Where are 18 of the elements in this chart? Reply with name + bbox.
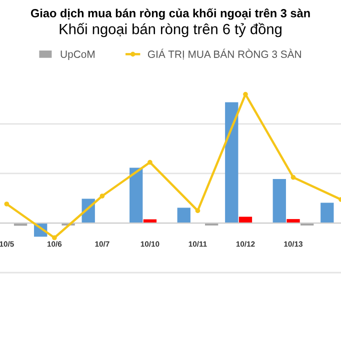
point bbox=[4, 202, 10, 206]
bar bbox=[14, 223, 28, 226]
bar bbox=[130, 168, 143, 224]
bar bbox=[225, 102, 238, 224]
legend-label: GIÁ TRỊ MUA BÁN RÒNG 3 SÀN bbox=[148, 48, 301, 60]
point bbox=[148, 160, 152, 165]
bar bbox=[286, 219, 300, 224]
point bbox=[290, 174, 296, 180]
bar bbox=[272, 179, 286, 224]
bar bbox=[177, 208, 190, 224]
legend-label: UpCoM bbox=[60, 50, 94, 60]
bar bbox=[320, 202, 334, 224]
point bbox=[100, 194, 105, 198]
chart-subtitle: Khối ngoại bán ròng trên 6 tỷ đồng bbox=[60, 22, 282, 38]
bar bbox=[238, 216, 252, 224]
chart-title: Giao dịch mua bán ròng của khối ngoại trên 3 sàn bbox=[30, 8, 310, 20]
point bbox=[52, 235, 57, 240]
point bbox=[195, 208, 200, 214]
